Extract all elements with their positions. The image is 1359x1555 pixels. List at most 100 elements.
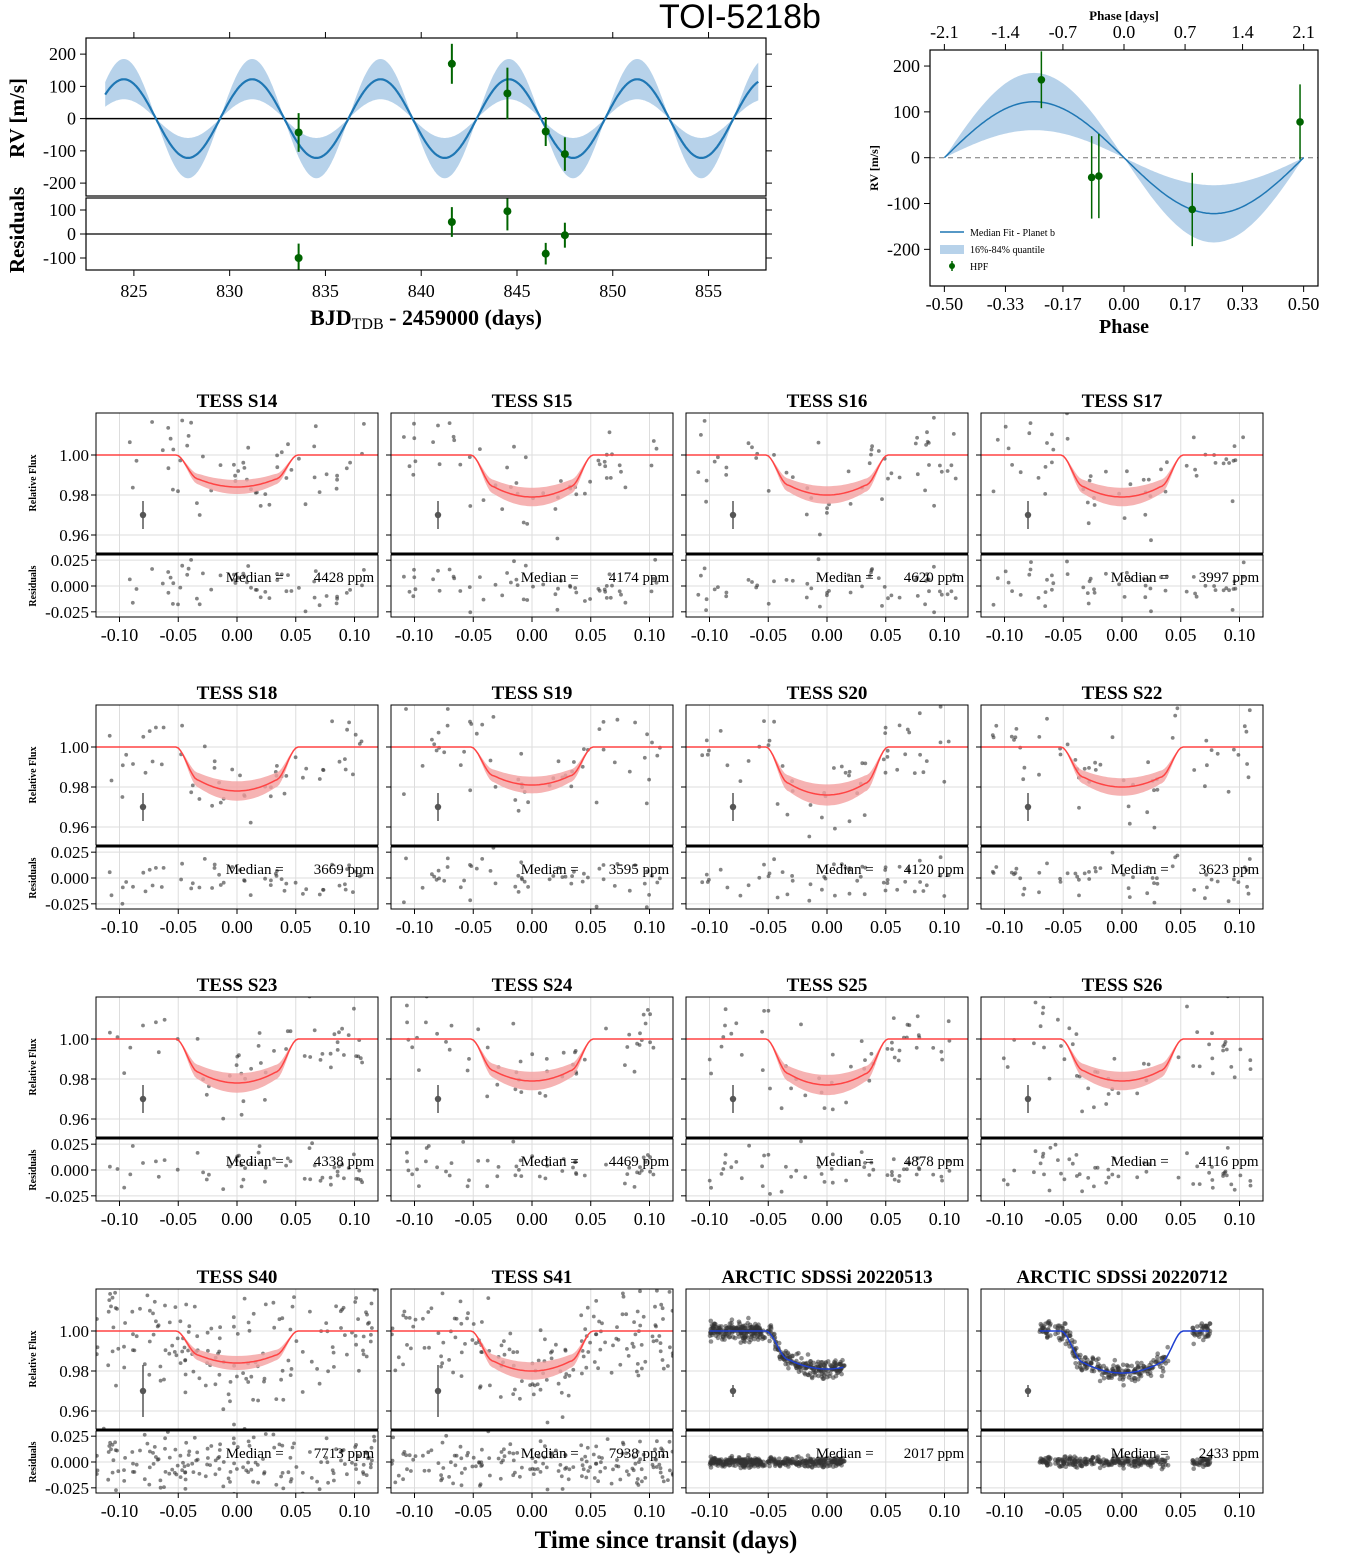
flux-point: [1204, 738, 1209, 743]
flux-point: [708, 1339, 714, 1344]
residual-point: [110, 1470, 115, 1475]
residual-point: [809, 586, 814, 591]
residual-point: [515, 1451, 520, 1455]
residual-point: [670, 1449, 673, 1454]
flux-point: [1152, 788, 1156, 793]
residual-point: [1032, 1170, 1036, 1175]
residual-point: [341, 1448, 346, 1452]
flux-point: [445, 723, 450, 728]
residual-point: [158, 1485, 163, 1490]
residual-point: [635, 1477, 640, 1481]
residual-point: [181, 1460, 185, 1465]
flux-point: [658, 1349, 663, 1354]
flux-point: [485, 1045, 490, 1050]
residual-point: [247, 1443, 252, 1448]
residual-point: [1043, 604, 1048, 608]
flux-point: [203, 1383, 208, 1388]
flux-point: [1201, 1337, 1206, 1343]
flux-point: [361, 1348, 365, 1353]
flux-point: [782, 1350, 788, 1356]
residual-point: [830, 1180, 835, 1185]
median-value: 2433 ppm: [1199, 1446, 1260, 1462]
flux-point: [1080, 1109, 1084, 1114]
residual-point: [883, 868, 888, 872]
residual-point: [248, 893, 253, 897]
flux-point: [195, 1037, 200, 1041]
flux-point: [197, 797, 202, 801]
xtick-label: 0.00: [811, 625, 843, 645]
residual-point: [863, 865, 868, 870]
xtick-label: 0.00: [516, 1501, 548, 1521]
residual-point: [134, 1462, 139, 1467]
residual-point: [183, 1470, 188, 1475]
residual-point: [723, 1161, 727, 1165]
flux-point: [259, 1061, 263, 1065]
typical-errorbar-point: [434, 1095, 442, 1103]
flux-point: [493, 785, 498, 789]
flux-point: [889, 471, 894, 476]
flux-point: [1082, 1355, 1088, 1360]
flux-point: [1087, 766, 1091, 770]
residual-point: [143, 889, 148, 894]
flux-point: [588, 479, 592, 484]
flux-point: [849, 1064, 853, 1069]
flux-point: [178, 1361, 183, 1365]
flux-point: [635, 1369, 639, 1374]
residual-point: [869, 1160, 874, 1165]
flux-point: [171, 447, 176, 452]
flux-point: [167, 1351, 172, 1356]
resid-ytick-label: -0.025: [45, 1187, 89, 1206]
residual-point: [370, 1458, 374, 1463]
xtick-label: -0.10: [396, 1209, 434, 1229]
flux-point: [232, 1324, 236, 1329]
resid-ytick-label: 0.000: [51, 1161, 89, 1180]
residual-point: [739, 1176, 744, 1181]
xtick-label: -0.10: [396, 917, 434, 937]
flux-point: [780, 764, 785, 768]
residual-point: [1059, 1171, 1063, 1176]
flux-point: [1163, 489, 1168, 494]
residual-point: [657, 1462, 662, 1467]
flux-point: [1021, 777, 1026, 782]
flux-point: [411, 472, 416, 477]
flux-point: [516, 808, 521, 813]
resid-ylabel: Residuals: [28, 1441, 39, 1482]
xtick-label: 0.05: [280, 625, 312, 645]
flux-point: [766, 743, 771, 747]
flux-point: [289, 468, 294, 472]
residual-point: [318, 1178, 323, 1183]
rv-time-ytick-label: -100: [43, 141, 76, 161]
flux-point: [612, 760, 617, 765]
flux-point: [897, 723, 902, 728]
residual-point: [1242, 865, 1247, 870]
rv-phase-point: [1188, 205, 1197, 214]
residual-point: [1126, 886, 1131, 891]
residual-point: [190, 881, 195, 886]
panel-title: TESS S22: [1082, 683, 1163, 704]
xtick-label: 0.10: [339, 625, 371, 645]
residual-point: [1246, 891, 1251, 896]
residual-point: [1116, 1174, 1121, 1179]
panel-title: TESS S25: [787, 975, 868, 996]
flux-point: [113, 1290, 117, 1295]
xtick-label: 0.10: [929, 917, 961, 937]
flux-point: [646, 1008, 650, 1012]
residual-point: [1070, 1462, 1075, 1467]
flux-point: [869, 452, 873, 457]
flux-point: [217, 1336, 222, 1341]
flux-point: [368, 1339, 373, 1344]
residual-point: [709, 1185, 713, 1190]
residual-points: [707, 1453, 847, 1471]
residual-point: [833, 893, 837, 898]
flux-point: [232, 462, 236, 467]
residual-point: [279, 1474, 283, 1479]
residual-point: [803, 1175, 808, 1180]
flux-point: [235, 1374, 239, 1379]
residual-point: [195, 1457, 200, 1462]
residual-point: [513, 1173, 518, 1178]
flux-point: [1096, 1356, 1101, 1362]
residual-point: [760, 1164, 764, 1169]
flux-point: [147, 729, 152, 733]
median-label: Median =: [226, 862, 284, 878]
ytick-label: 0.96: [59, 818, 89, 837]
